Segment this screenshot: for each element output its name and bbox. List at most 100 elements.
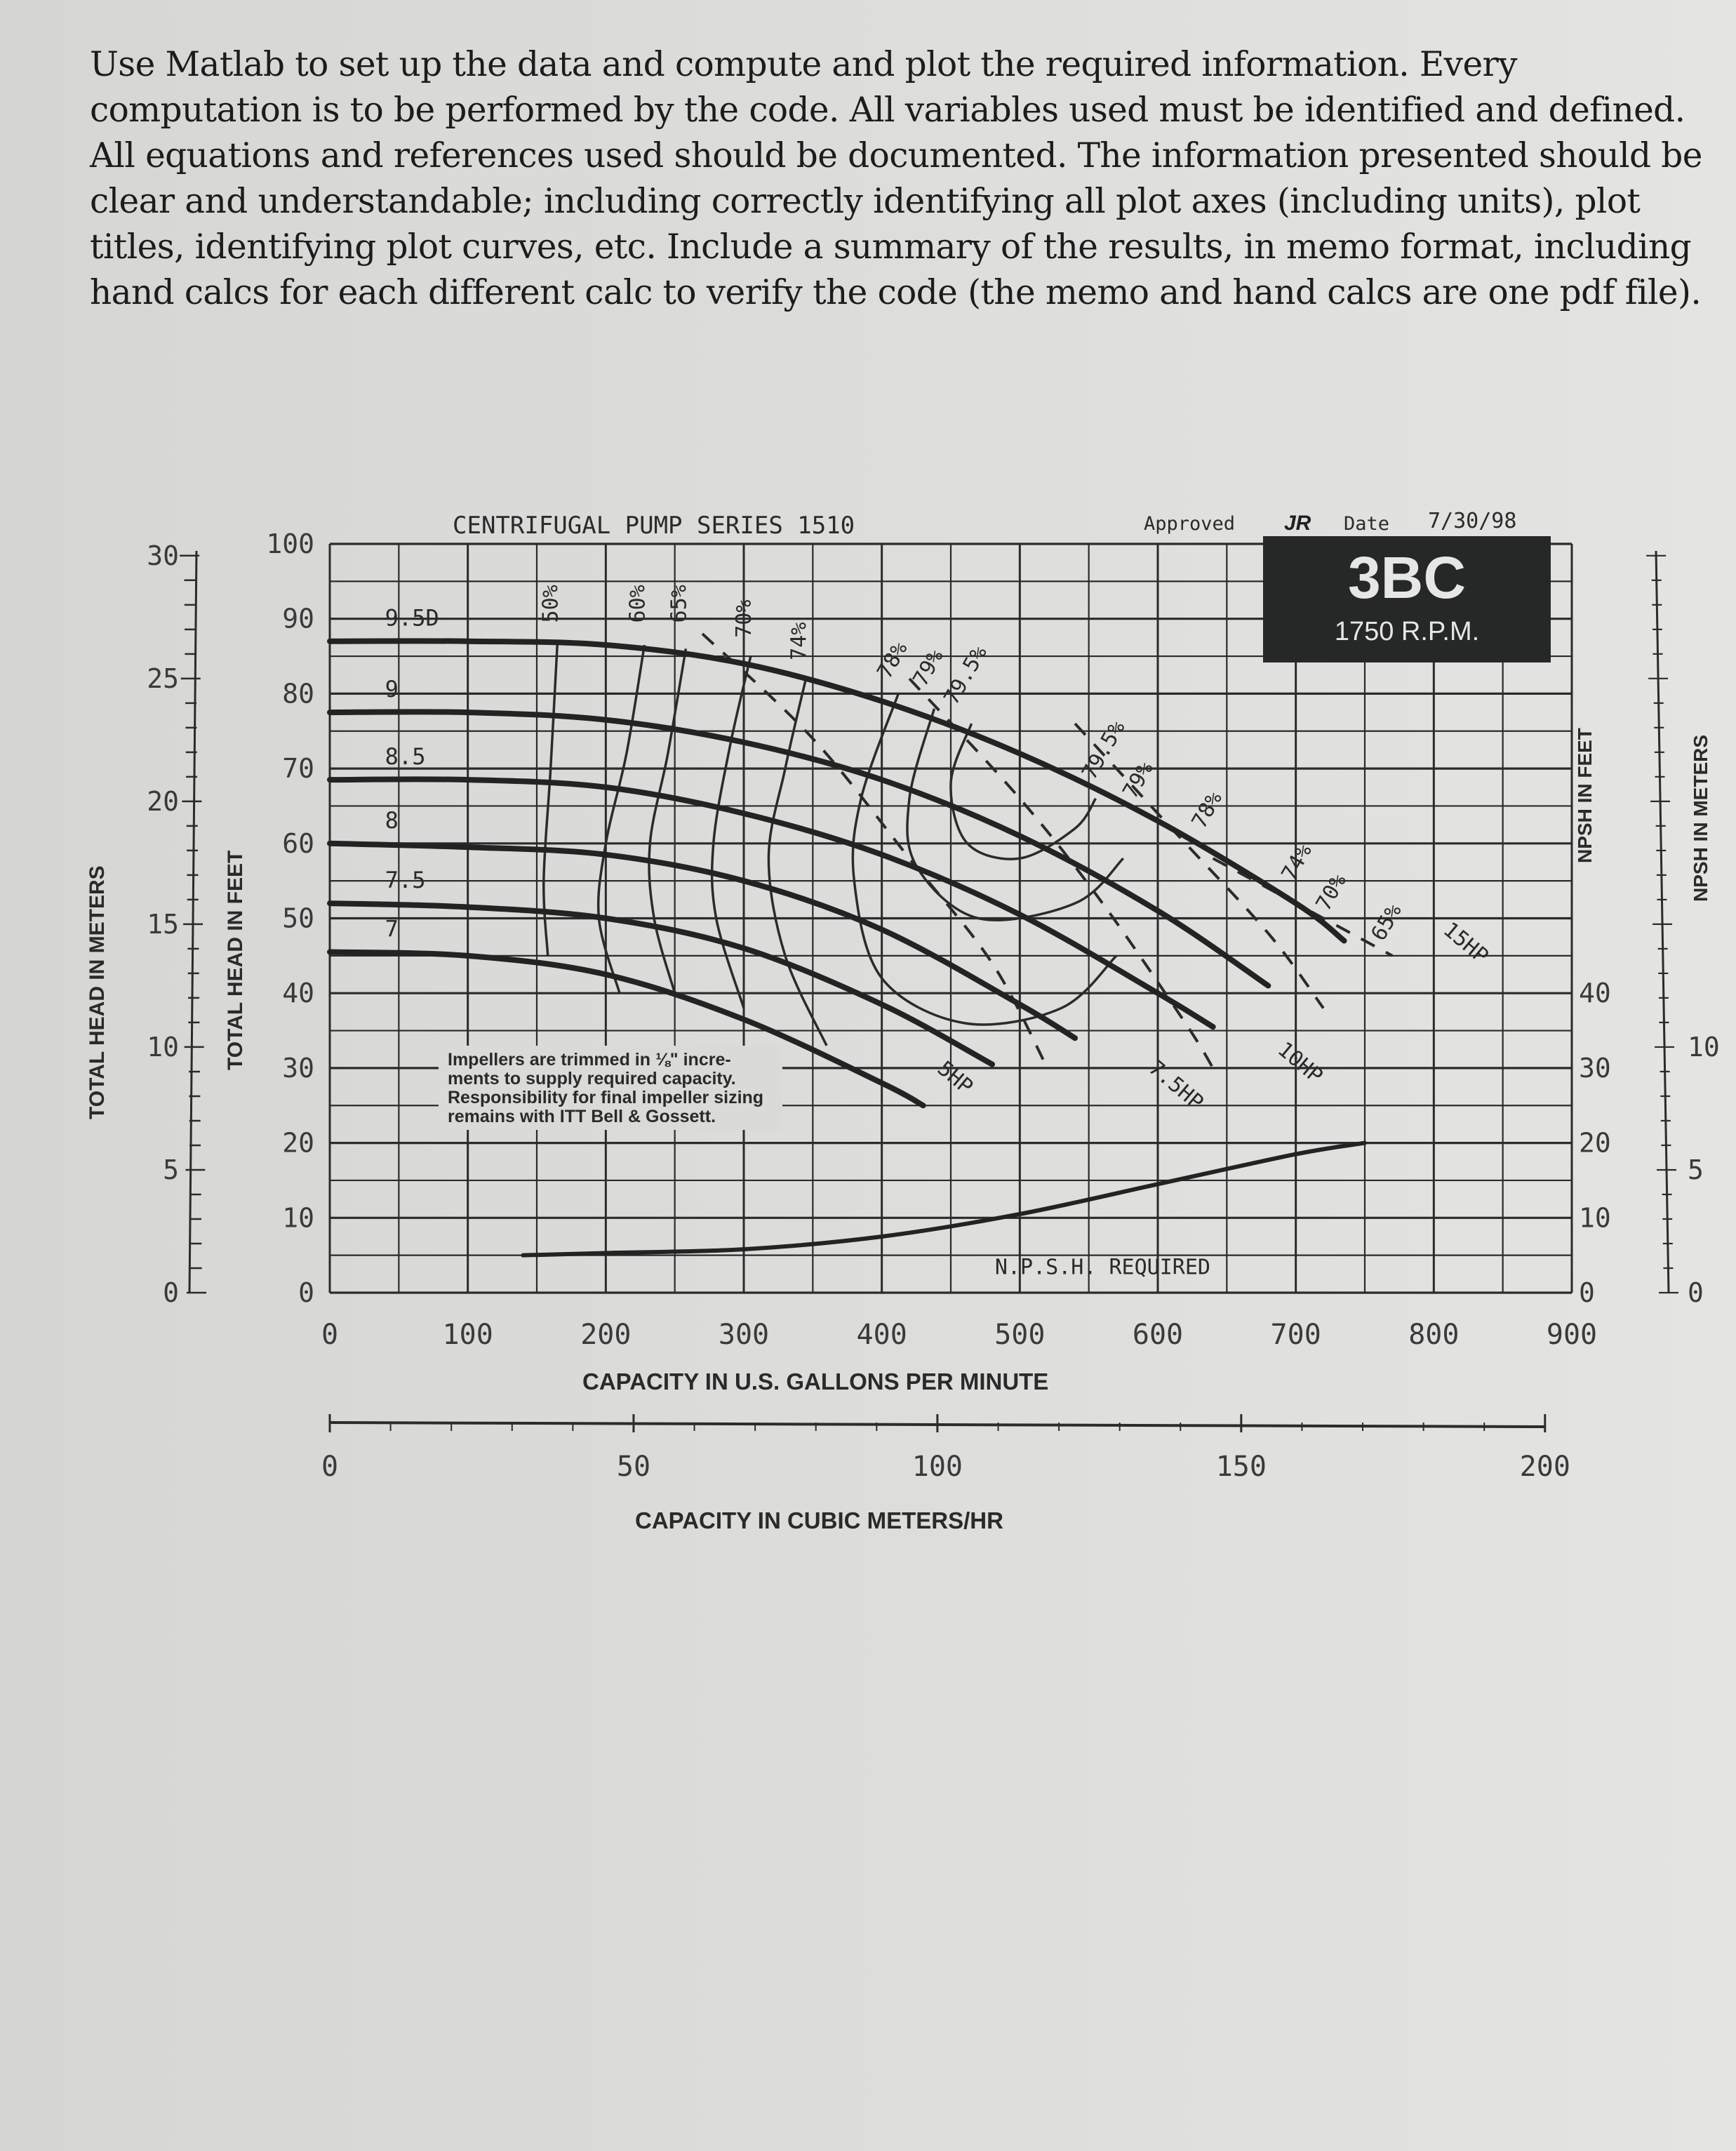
npsh-tick-label-feet: 10: [1579, 1202, 1611, 1233]
y-tick-label-feet: 100: [266, 528, 314, 559]
head-curve: [327, 638, 1347, 944]
npsh-tick-label-feet: 0: [1579, 1277, 1595, 1308]
curve-labels: 9.5D 9 8.5 8 7.5 7 N.P.S.H. REQUIRED 50% 60% 65% 7…: [385, 585, 1493, 1279]
efficiency-label: 78%: [872, 638, 912, 683]
x-tick-label-gpm: 600: [1133, 1319, 1183, 1351]
impeller-trim-note: Impellers are trimmed in ⅛" incre- ments…: [439, 1046, 782, 1130]
impeller-diameter-label: 8: [385, 807, 399, 834]
y-tick-label-meters: 0: [163, 1277, 179, 1308]
x-tick-label-gpm: 900: [1547, 1319, 1597, 1351]
x-tick-label-m3hr: 100: [912, 1451, 963, 1483]
impeller-diameter-label: 8.5: [385, 743, 426, 770]
efficiency-label: 65%: [1366, 900, 1406, 945]
instruction-line: titles, identifying plot curves, etc. In…: [90, 227, 1692, 267]
efficiency-label: 79.5%: [940, 641, 992, 709]
horsepower-label: 15HP: [1438, 917, 1493, 968]
chart-series-title: CENTRIFUGAL PUMP SERIES 1510: [453, 512, 855, 540]
npsh-axis-title-meters: NPSH IN METERS: [1690, 735, 1711, 902]
efficiency-label: 74%: [787, 622, 812, 660]
impeller-diameter-label: 7: [385, 916, 399, 943]
npsh-required-label: N.P.S.H. REQUIRED: [995, 1255, 1210, 1279]
npsh-tick-label-meters: 5: [1688, 1154, 1704, 1185]
y-tick-label-feet: 30: [282, 1053, 314, 1084]
approval-stamp: Approved JR Date 7/30/98: [1144, 509, 1516, 535]
meters-axis-line: [188, 550, 198, 1293]
efficiency-label: 60%: [625, 585, 650, 622]
npsh-tick-label-meters: 0: [1688, 1277, 1704, 1308]
instruction-line: hand calcs for each different calc to ve…: [90, 273, 1702, 312]
y-tick-label-feet: 80: [282, 678, 314, 709]
horsepower-line: [908, 677, 1215, 1069]
y-tick-label-meters: 20: [147, 786, 179, 817]
note-line: ments to supply required capacity.: [448, 1069, 736, 1088]
y-tick-label-meters: 30: [147, 540, 179, 571]
npsh-tick-label-meters: 10: [1688, 1032, 1720, 1063]
x-tick-label-gpm: 800: [1408, 1319, 1459, 1351]
efficiency-contour: [767, 678, 828, 1046]
efficiency-label: 79%: [1118, 757, 1158, 802]
efficiency-label: 78%: [1187, 787, 1227, 832]
x-tick-label-gpm: 700: [1271, 1319, 1321, 1351]
npsh-axis-title-feet: NPSH IN FEET: [1574, 728, 1596, 863]
efficiency-label: 65%: [667, 585, 691, 622]
y-tick-label-feet: 90: [282, 604, 314, 634]
instruction-line: Use Matlab to set up the data and comput…: [90, 45, 1518, 84]
head-curve: [327, 900, 995, 1067]
efficiency-label: 70%: [732, 600, 756, 638]
note-line: Impellers are trimmed in ⅛" incre-: [448, 1050, 731, 1070]
instruction-line: computation is to be performed by the co…: [90, 91, 1685, 130]
instruction-line: clear and understandable; including corr…: [90, 182, 1641, 221]
efficiency-contour: [596, 644, 646, 994]
x-tick-label-gpm: 400: [857, 1319, 907, 1351]
impeller-diameter-label: 7.5: [385, 867, 426, 893]
note-line: remains with ITT Bell & Gossett.: [448, 1107, 716, 1126]
y-tick-label-feet: 10: [282, 1202, 314, 1233]
note-line: Responsibility for final impeller sizing: [448, 1088, 763, 1107]
y-axis-title-meters: TOTAL HEAD IN METERS: [86, 865, 109, 1119]
efficiency-contour: [648, 648, 688, 994]
x-tick-label-gpm: 200: [580, 1319, 631, 1351]
x-tick-label-m3hr: 200: [1520, 1451, 1570, 1483]
x-tick-label-gpm: 100: [443, 1319, 493, 1351]
y-tick-label-feet: 50: [282, 903, 314, 934]
horsepower-label: 10HP: [1273, 1037, 1328, 1088]
head-curve: [327, 949, 926, 1109]
x-axis-title-m3hr: CAPACITY IN CUBIC METERS/HR: [635, 1507, 1003, 1533]
x-tick-label-gpm: 0: [321, 1319, 338, 1351]
y-tick-label-feet: 0: [298, 1277, 314, 1308]
model-name: 3BC: [1348, 545, 1466, 611]
speed-rpm: 1750 R.P.M.: [1335, 617, 1479, 646]
date-value: 7/30/98: [1428, 509, 1516, 533]
x-tick-label-m3hr: 50: [617, 1451, 650, 1483]
head-capacity-curves: [327, 638, 1367, 1258]
horsepower-label: 5HP: [933, 1056, 977, 1100]
plot-axes: 0102030405060708090100051015202530010203…: [147, 528, 1720, 1483]
y-tick-label-meters: 5: [163, 1154, 179, 1185]
x-tick-label-m3hr: 150: [1216, 1451, 1267, 1483]
y-tick-label-meters: 25: [147, 663, 179, 694]
npsh-tick-label-feet: 20: [1579, 1128, 1611, 1159]
npsh-tick-label-feet: 30: [1579, 1053, 1611, 1084]
plot-grid: [328, 542, 1573, 1294]
efficiency-label: 50%: [539, 585, 563, 622]
x-tick-label-gpm: 300: [719, 1319, 769, 1351]
x-tick-label-m3hr: 0: [321, 1451, 338, 1483]
efficiency-contour: [542, 641, 559, 956]
assignment-instructions: Use Matlab to set up the data and comput…: [90, 42, 1702, 316]
y-tick-label-meters: 15: [147, 909, 179, 940]
approved-initials: JR: [1284, 512, 1311, 535]
impeller-diameter-label: 9.5D: [385, 605, 439, 632]
y-axis-title-feet: TOTAL HEAD IN FEET: [224, 851, 247, 1070]
y-tick-label-feet: 60: [282, 828, 314, 859]
head-curve: [327, 840, 1078, 1041]
y-tick-label-meters: 10: [147, 1032, 179, 1063]
npsh-required-curve: [521, 1140, 1367, 1258]
npsh-meters-axis-line: [1655, 550, 1670, 1293]
impeller-diameter-label: 9: [385, 676, 399, 702]
horsepower-line: [1074, 722, 1325, 1009]
model-badge-bg: [1263, 536, 1551, 662]
x-axis-title-gpm: CAPACITY IN U.S. GALLONS PER MINUTE: [582, 1368, 1048, 1394]
y-tick-label-feet: 40: [282, 978, 314, 1008]
y-tick-label-feet: 70: [282, 753, 314, 784]
